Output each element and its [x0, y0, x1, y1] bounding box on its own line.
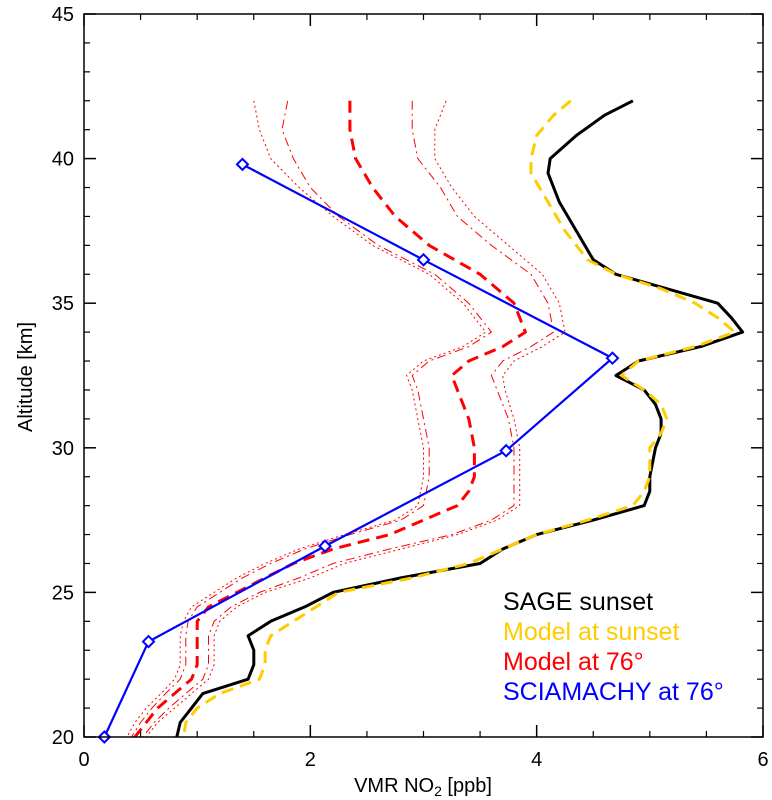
legend-item: Model at sunset: [503, 618, 680, 646]
diamond-marker: [235, 157, 250, 172]
y-tick-label: 35: [52, 293, 74, 315]
x-tick-label: 2: [305, 749, 316, 771]
sciamachy-markers: [97, 157, 620, 744]
diamond-marker: [499, 443, 514, 458]
y-tick-label: 45: [52, 4, 74, 26]
series-line-sage-sunset: [175, 99, 745, 738]
diamond-marker: [605, 351, 620, 366]
diamond-marker: [141, 634, 156, 649]
legend-item: SAGE sunset: [503, 588, 653, 616]
y-tick-label: 25: [52, 582, 74, 604]
diamond-marker: [416, 252, 431, 267]
y-tick-label: 40: [52, 149, 74, 171]
x-tick-label: 6: [757, 749, 768, 771]
y-axis-label: Altitude [km]: [15, 322, 37, 432]
y-tick-label: 30: [52, 438, 74, 460]
series-line-model-range: [145, 100, 566, 738]
legend-item: SCIAMACHY at 76°: [503, 678, 724, 706]
x-axis-label: VMR NO2 [ppb]: [354, 775, 492, 799]
x-tick-label: 0: [78, 749, 89, 771]
diamond-marker: [318, 539, 332, 554]
tick-labels: 0 2 4 6 20 25 30 35 40 45: [52, 4, 769, 771]
series-line-model-at-sunset: [182, 99, 737, 738]
series-line-model-range: [131, 100, 492, 738]
y-tick-label: 20: [52, 727, 74, 749]
series-line-model-range: [126, 100, 487, 738]
axis-ticks: [83, 13, 764, 738]
series-line-model-range: [142, 100, 555, 738]
series-line-model-at-76: [133, 100, 527, 738]
legend-item: Model at 76°: [503, 648, 644, 676]
x-tick-label: 4: [531, 749, 542, 771]
